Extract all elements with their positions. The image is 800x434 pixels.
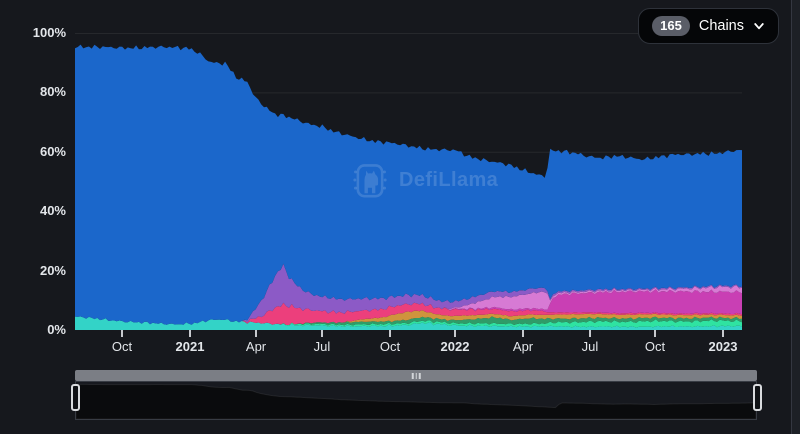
x-axis-tick <box>453 330 456 337</box>
x-axis-tick <box>522 330 525 337</box>
chevron-down-icon <box>754 23 764 30</box>
x-axis-tick <box>721 330 724 337</box>
x-axis-tick <box>654 330 657 337</box>
datazoom-handle-left[interactable] <box>70 384 80 411</box>
datazoom-shadow-chart <box>75 383 757 420</box>
x-axis-tick <box>320 330 323 337</box>
datazoom-track[interactable] <box>75 381 757 420</box>
x-axis-tick <box>255 330 258 337</box>
x-axis-label: Apr <box>512 339 534 354</box>
y-axis-label: 40% <box>39 203 66 219</box>
datazoom-move-handle[interactable] <box>75 370 757 381</box>
x-axis-tick <box>121 330 124 337</box>
datazoom-handle-right[interactable] <box>752 384 762 411</box>
chains-dropdown-button[interactable]: 165 Chains <box>638 8 779 44</box>
x-axis-label: 2023 <box>708 339 738 354</box>
scrollbar-track[interactable] <box>791 0 800 434</box>
y-axis-label: 80% <box>39 84 66 100</box>
x-axis-tick <box>389 330 392 337</box>
chains-count-badge: 165 <box>652 16 690 36</box>
x-axis-label: Apr <box>245 339 267 354</box>
x-axis-label: Jul <box>581 339 599 354</box>
chart-canvas[interactable] <box>75 33 742 330</box>
x-axis-label: Oct <box>379 339 401 354</box>
x-axis-tick <box>588 330 591 337</box>
x-axis-label: Oct <box>644 339 666 354</box>
x-axis-label: 2021 <box>175 339 205 354</box>
x-axis-label: Oct <box>111 339 133 354</box>
x-axis-tick <box>188 330 191 337</box>
y-axis-label: 60% <box>39 143 66 159</box>
x-axis-label: 2022 <box>440 339 470 354</box>
y-axis-label: 0% <box>47 322 66 337</box>
y-axis-label: 20% <box>39 262 66 278</box>
chains-label: Chains <box>698 18 744 34</box>
x-axis-label: Jul <box>313 339 331 354</box>
y-axis-label: 100% <box>32 25 66 40</box>
grip-icon <box>411 372 421 379</box>
